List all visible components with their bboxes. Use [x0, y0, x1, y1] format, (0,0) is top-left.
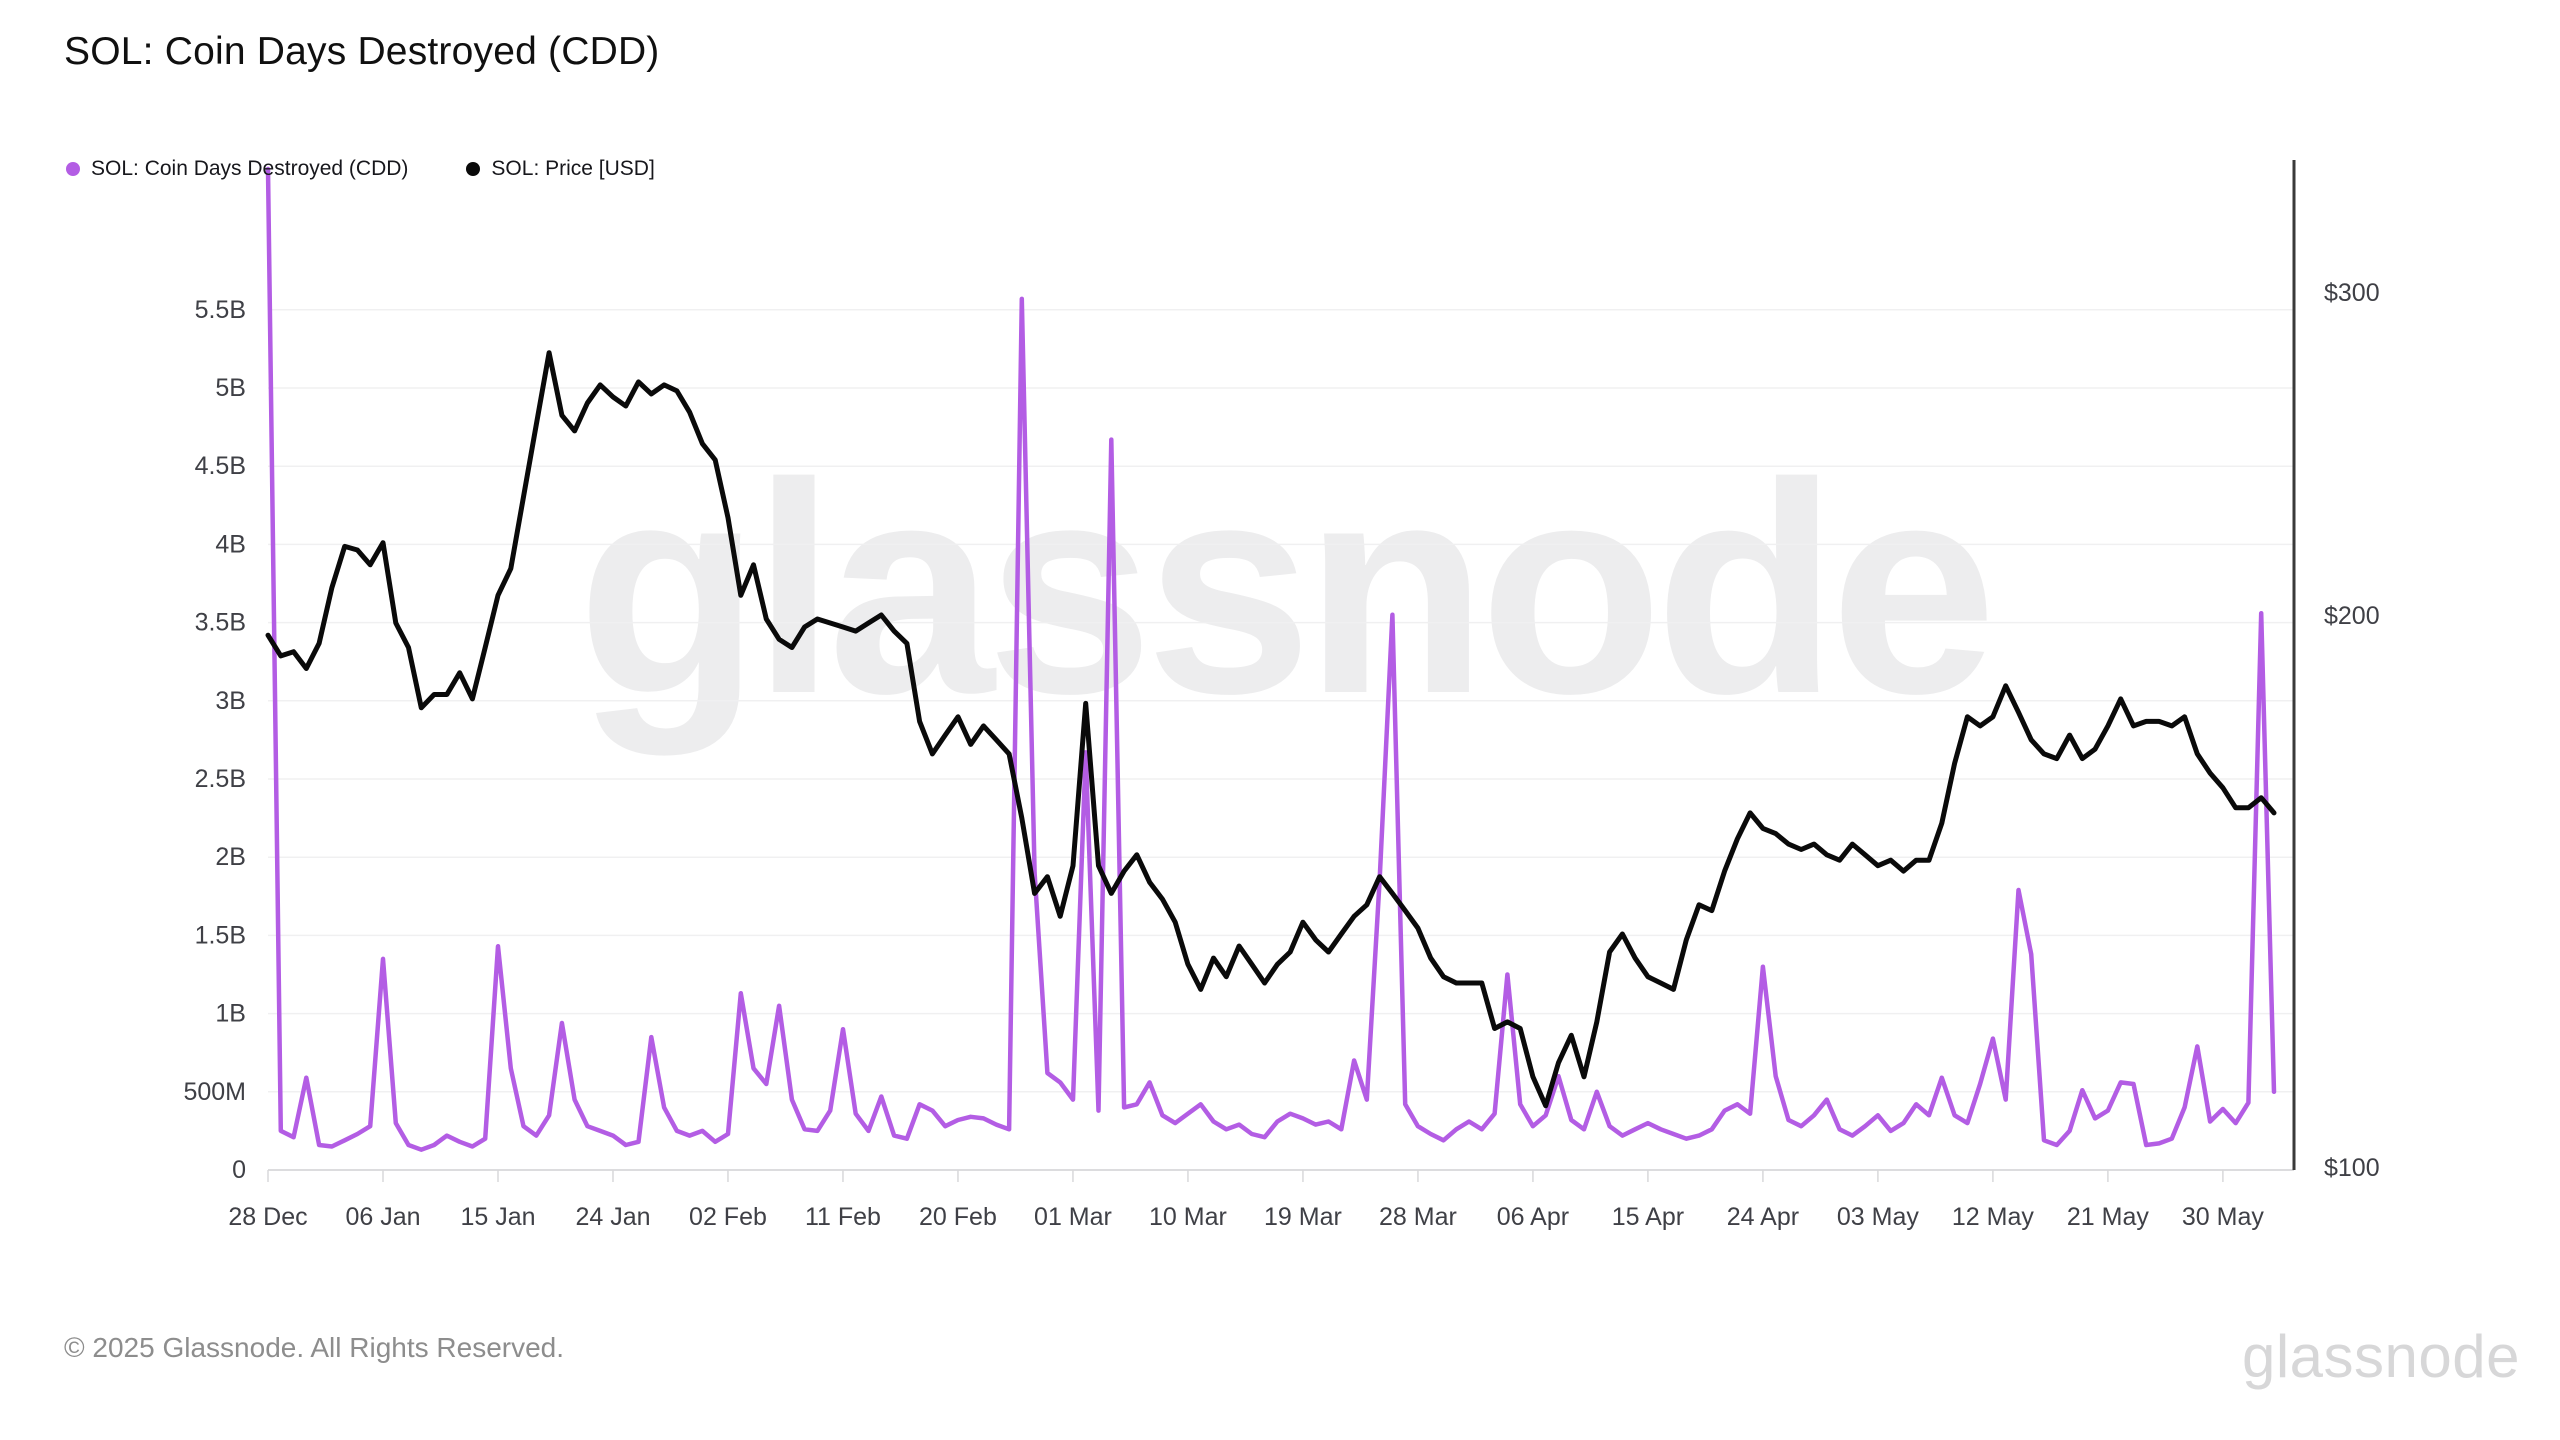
right-axis-tick-label: $300: [2324, 279, 2380, 307]
left-axis-tick-label: 0: [232, 1156, 246, 1184]
x-axis-tick-label: 01 Mar: [1034, 1203, 1112, 1231]
price-legend-label: SOL: Price [USD]: [491, 157, 655, 180]
right-axis-tick-label: $100: [2324, 1154, 2380, 1182]
left-axis-tick-label: 5B: [215, 374, 246, 402]
price-legend-dot-icon: [466, 162, 481, 176]
glassnode-watermark: glassnode: [577, 420, 1997, 756]
x-axis-tick-label: 24 Jan: [575, 1203, 650, 1231]
left-axis-tick-label: 4.5B: [195, 452, 246, 480]
x-axis-tick-label: 15 Jan: [460, 1203, 535, 1231]
x-axis-tick-label: 24 Apr: [1727, 1203, 1799, 1231]
cdd-series-line: [265, 166, 2277, 1152]
x-axis-tick-label: 03 May: [1837, 1203, 1919, 1231]
x-axis-tick-label: 19 Mar: [1264, 1203, 1342, 1231]
glassnode-logo: glassnode: [2241, 1323, 2520, 1390]
cdd-legend-dot-icon: [66, 162, 80, 176]
chart-title: SOL: Coin Days Destroyed (CDD): [64, 30, 660, 73]
axis-layer: [267, 160, 2296, 1182]
x-axis-tick-label: 10 Mar: [1149, 1203, 1227, 1231]
x-axis-tick-label: 28 Mar: [1379, 1203, 1457, 1231]
x-axis-tick-label: 30 May: [2182, 1203, 2264, 1231]
x-axis-tick-label: 06 Jan: [345, 1203, 420, 1231]
left-axis-tick-label: 5.5B: [195, 296, 246, 324]
copyright-text: © 2025 Glassnode. All Rights Reserved.: [64, 1332, 565, 1363]
left-axis-tick-label: 3B: [215, 687, 246, 715]
x-axis-tick-label: 15 Apr: [1612, 1203, 1684, 1231]
left-axis-tick-label: 4B: [215, 530, 246, 558]
x-axis-tick-label: 06 Apr: [1497, 1203, 1569, 1231]
chart-legend: SOL: Coin Days Destroyed (CDD) SOL: Pric…: [66, 157, 655, 181]
x-axis-tick-label: 28 Dec: [228, 1203, 307, 1231]
cdd-legend-label: SOL: Coin Days Destroyed (CDD): [91, 157, 409, 180]
legend-item-price[interactable]: SOL: Price [USD]: [466, 157, 655, 181]
x-axis-tick-label: 02 Feb: [689, 1203, 767, 1231]
legend-item-cdd[interactable]: SOL: Coin Days Destroyed (CDD): [66, 157, 408, 181]
left-axis-tick-label: 1.5B: [195, 921, 246, 949]
label-layer: 0 500M 1B 1.5B 2B 2.5B 3B 3.5B 4B 4.5B 5B 5.5B $100 $…: [183, 279, 2379, 1231]
left-axis-tick-label: 1B: [215, 1000, 246, 1028]
x-axis-tick-label: 20 Feb: [919, 1203, 997, 1231]
left-axis-tick-label: 500M: [183, 1078, 246, 1106]
right-axis-tick-label: $200: [2324, 602, 2380, 630]
x-axis-tick-label: 21 May: [2067, 1203, 2149, 1231]
x-axis-tick-label: 11 Feb: [805, 1203, 881, 1231]
left-axis-tick-label: 2.5B: [195, 765, 246, 793]
left-axis-tick-label: 2B: [215, 843, 246, 871]
x-axis-tick-label: 12 May: [1952, 1203, 2034, 1231]
grid-layer: [268, 309, 2294, 1171]
price-series-line: [265, 350, 2277, 1109]
left-axis-tick-label: 3.5B: [195, 609, 246, 637]
series-layer: [265, 166, 2277, 1152]
